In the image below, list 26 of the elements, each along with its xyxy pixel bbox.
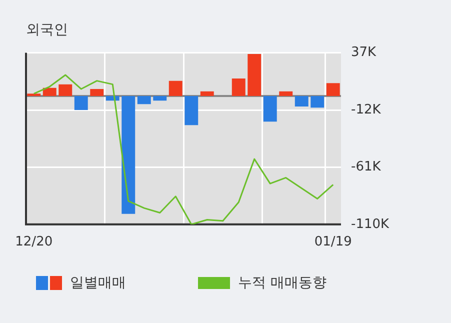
bar: [279, 91, 293, 96]
bar: [74, 96, 88, 110]
y-tick-label: -12K: [351, 102, 382, 118]
x-tick-label: 01/19: [314, 234, 352, 250]
bar: [200, 91, 214, 96]
bar: [153, 96, 167, 101]
bar: [90, 88, 104, 96]
bar: [58, 84, 72, 96]
bar: [294, 96, 308, 106]
x-tick-label: 12/20: [15, 234, 53, 250]
bar: [122, 96, 136, 214]
bar: [232, 78, 246, 96]
bar: [168, 80, 182, 96]
y-tick-label: -110K: [351, 216, 390, 232]
legend-label: 누적 매매동향: [238, 274, 326, 292]
legend-label: 일별매매: [70, 274, 126, 292]
chart-title: 외국인: [26, 22, 68, 38]
y-tick-label: -61K: [351, 160, 382, 175]
y-tick-label: 37K: [351, 45, 377, 60]
bar: [42, 88, 56, 96]
bar: [184, 96, 198, 126]
bar: [326, 83, 340, 96]
bar: [137, 96, 151, 104]
bar: [248, 54, 262, 96]
bar: [263, 96, 277, 122]
bar: [310, 96, 324, 108]
